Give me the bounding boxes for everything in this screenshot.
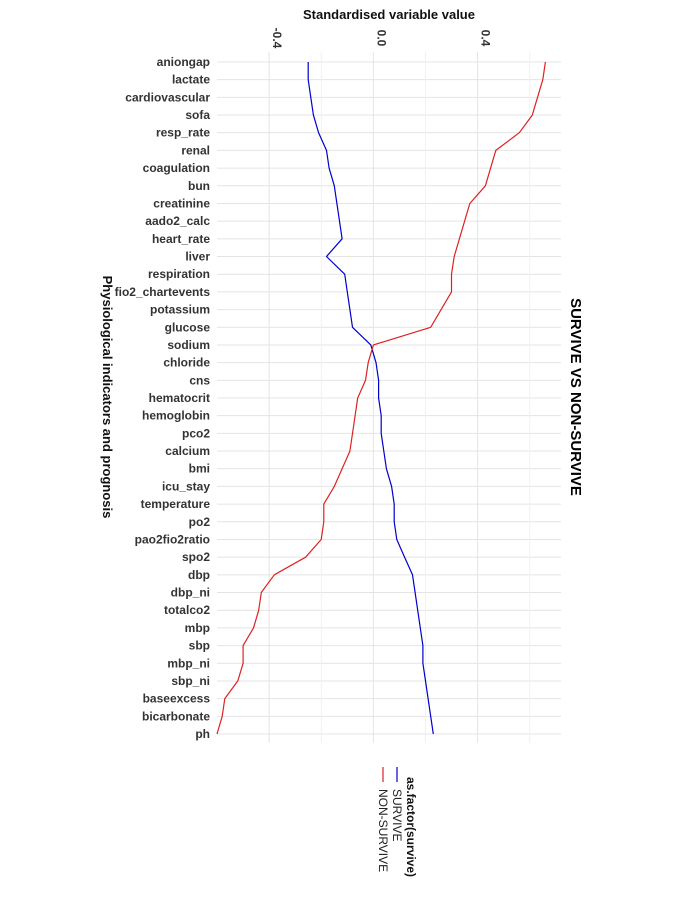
category-label-mbp: mbp [185,621,210,635]
category-label-aado2_calc: aado2_calc [145,214,210,228]
category-label-pao2fio2ratio: pao2fio2ratio [135,532,210,546]
category-label-temperature: temperature [141,497,211,511]
category-label-sbp: sbp [189,639,210,653]
category-label-dbp_ni: dbp_ni [171,586,210,600]
legend-label-survive: SURVIVE [390,789,404,841]
category-label-calcium: calcium [165,444,210,458]
category-label-cardiovascular: cardiovascular [125,90,210,104]
category-label-hematocrit: hematocrit [149,391,210,405]
category-label-bmi: bmi [189,462,210,476]
category-label-fio2_chartevents: fio2_chartevents [115,285,211,299]
grid [217,52,561,743]
category-label-po2: po2 [189,515,211,529]
category-label-icu_stay: icu_stay [162,479,210,493]
category-label-mbp_ni: mbp_ni [167,656,210,670]
value-axis-ticks: -0.4 0.0 0.4 [270,28,492,49]
series-line-non-survive [216,61,546,735]
category-axis-title: Physiological indicators and prognosis [100,276,115,519]
category-label-aniongap: aniongap [157,55,210,69]
value-tick-label: -0.4 [270,28,284,49]
category-label-sofa: sofa [185,108,210,122]
category-label-dbp: dbp [188,568,210,582]
category-label-totalco2: totalco2 [164,603,210,617]
category-label-hemoglobin: hemoglobin [142,409,210,423]
category-axis-labels: aniongap lactate cardiovascular sofa resp_ra… [115,55,211,741]
category-label-chloride: chloride [163,356,210,370]
legend-title: as.factor(survive) [404,777,418,877]
category-label-liver: liver [185,250,210,264]
category-label-coagulation: coagulation [143,161,210,175]
category-label-sodium: sodium [167,338,210,352]
category-label-lactate: lactate [172,73,210,87]
category-label-heart_rate: heart_rate [152,232,210,246]
category-label-potassium: potassium [150,303,210,317]
category-label-resp_rate: resp_rate [156,126,210,140]
chart-title: SURVIVE VS NON-SURVIVE [567,298,584,496]
legend-label-non-survive: NON-SURVIVE [376,789,390,872]
category-label-cns: cns [189,373,210,387]
category-label-renal: renal [181,143,210,157]
category-label-spo2: spo2 [182,550,210,564]
category-label-pco2: pco2 [182,426,210,440]
value-tick-label: 0.4 [479,30,493,47]
category-label-sbp_ni: sbp_ni [171,674,210,688]
category-label-glucose: glucose [165,320,211,334]
category-label-respiration: respiration [148,267,210,281]
category-label-bun: bun [188,179,210,193]
category-label-bicarbonate: bicarbonate [142,709,210,723]
value-tick-label: 0.0 [374,30,388,47]
value-axis-title: Standardised variable value [303,7,475,22]
series-lines [216,61,546,735]
series-line-survive [307,62,434,735]
category-label-baseexcess: baseexcess [143,692,211,706]
category-label-ph: ph [195,727,210,741]
category-label-creatinine: creatinine [153,196,210,210]
